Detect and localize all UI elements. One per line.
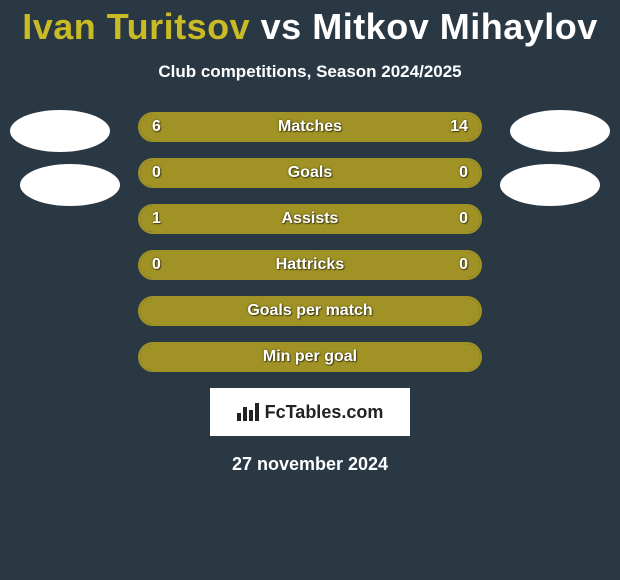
stat-row: Goals0 0: [138, 158, 482, 188]
stat-label: Matches: [140, 114, 480, 140]
stat-value-left: 0: [152, 252, 161, 278]
avatar-placeholder-icon: [10, 110, 110, 152]
avatar-placeholder-icon: [500, 164, 600, 206]
stat-value-right: 0: [459, 160, 468, 186]
avatar-placeholder-icon: [20, 164, 120, 206]
stat-label: Assists: [140, 206, 480, 232]
stat-rows: Matches614Goals00Assists10Hattricks00Goa…: [138, 112, 482, 372]
avatar-placeholder-icon: [510, 110, 610, 152]
stat-value-right: 0: [459, 206, 468, 232]
stat-row: Assists1 0: [138, 204, 482, 234]
stat-value-left: 0: [152, 160, 161, 186]
chart-area: Matches614Goals00Assists10Hattricks00Goa…: [0, 112, 620, 372]
branding-badge: FcTables.com: [210, 388, 410, 436]
subtitle: Club competitions, Season 2024/2025: [0, 62, 620, 82]
stat-value-right: 14: [450, 114, 468, 140]
vs-text: vs: [261, 6, 302, 47]
stat-label: Hattricks: [140, 252, 480, 278]
stat-row: Matches6 14: [138, 112, 482, 142]
stat-value-left: 6: [152, 114, 161, 140]
stat-row: Goals per match: [138, 296, 482, 326]
player1-name: Ivan Turitsov: [22, 6, 250, 47]
stat-label: Min per goal: [140, 344, 480, 370]
player2-name: Mitkov Mihaylov: [312, 6, 598, 47]
comparison-title: Ivan Turitsov vs Mitkov Mihaylov: [0, 0, 620, 48]
stat-label: Goals: [140, 160, 480, 186]
stat-value-left: 1: [152, 206, 161, 232]
stat-value-right: 0: [459, 252, 468, 278]
branding-text: FcTables.com: [265, 402, 384, 423]
bars-icon: [237, 403, 259, 421]
date-text: 27 november 2024: [0, 454, 620, 475]
stat-row: Min per goal: [138, 342, 482, 372]
stat-row: Hattricks0 0: [138, 250, 482, 280]
stat-label: Goals per match: [140, 298, 480, 324]
